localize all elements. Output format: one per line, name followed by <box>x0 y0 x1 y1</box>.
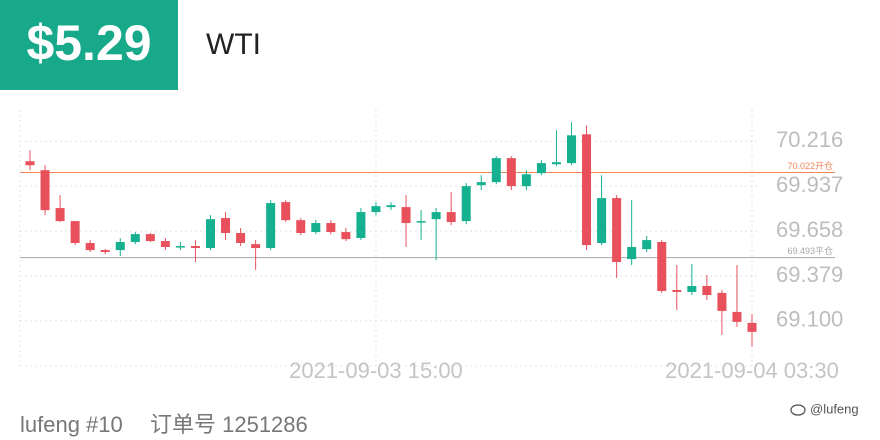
candle-body <box>190 246 200 248</box>
y-tick-label: 70.216 <box>776 127 843 152</box>
candle-body <box>281 202 291 221</box>
candle-body <box>446 212 456 223</box>
candle-body <box>461 186 471 222</box>
candle-body <box>732 311 742 322</box>
x-tick-label: 2021-09-03 15:00 <box>289 358 463 383</box>
candle-body <box>206 219 215 248</box>
candle-body <box>85 242 95 251</box>
footer-order: 订单号 1251286 <box>150 412 308 437</box>
reference-label: 69.493平仓 <box>787 245 833 256</box>
candle-body <box>551 162 561 165</box>
candle-body <box>612 198 622 262</box>
reference-label: 70.022开仓 <box>787 160 833 171</box>
y-tick-label: 69.937 <box>776 172 843 197</box>
candle-body <box>401 207 411 224</box>
candle-body <box>717 292 727 311</box>
candle-body <box>236 233 246 243</box>
candle-body <box>506 158 516 187</box>
candle-body <box>491 158 501 183</box>
candle-body <box>627 247 637 260</box>
price: $5.29 <box>26 15 151 71</box>
candle-body <box>311 223 321 233</box>
y-tick-label: 69.658 <box>776 217 843 242</box>
candle-body <box>657 242 667 291</box>
candle-body <box>160 241 170 248</box>
price-badge <box>0 0 178 90</box>
candle-body <box>416 221 426 223</box>
candle-body <box>326 223 336 233</box>
plot: 70.216 69.937 69.658 69.379 69.100 2021-09-03… <box>19 110 843 383</box>
candle-body <box>251 244 261 248</box>
candle-body <box>25 161 35 166</box>
candle-body <box>341 232 351 240</box>
candle-body <box>642 240 652 250</box>
symbol: WTI <box>206 28 261 61</box>
candle-body <box>175 246 185 248</box>
candle-body <box>221 218 231 234</box>
candle-body <box>70 221 80 243</box>
y-tick-label: 69.379 <box>776 262 843 287</box>
candle-body <box>687 285 697 292</box>
candle-body <box>567 135 576 164</box>
candle-body <box>747 322 757 332</box>
candle-body <box>40 170 50 211</box>
candle-body <box>356 212 366 238</box>
candle-body <box>521 174 531 187</box>
candle-body <box>296 220 306 234</box>
footer-user: lufeng #10 <box>20 412 123 437</box>
x-tick-label: 2021-09-04 03:30 <box>665 358 839 383</box>
candle-body <box>55 208 65 222</box>
candle-body <box>371 206 381 213</box>
candle-body <box>130 234 140 243</box>
candle-body <box>431 212 441 220</box>
candle-body <box>672 290 682 292</box>
candle-body <box>115 242 125 251</box>
candle-body <box>597 198 607 243</box>
candle-body <box>100 250 110 253</box>
watermark: @lufeng <box>810 401 859 416</box>
candle-body <box>536 163 546 174</box>
candle-body <box>386 205 396 208</box>
candle-body <box>582 134 592 246</box>
watermark-icon <box>790 404 806 416</box>
y-tick-label: 69.100 <box>776 307 843 332</box>
candle-body <box>266 203 276 248</box>
candle-body <box>145 234 155 242</box>
candle-body <box>702 285 712 295</box>
candle-body <box>476 182 486 186</box>
